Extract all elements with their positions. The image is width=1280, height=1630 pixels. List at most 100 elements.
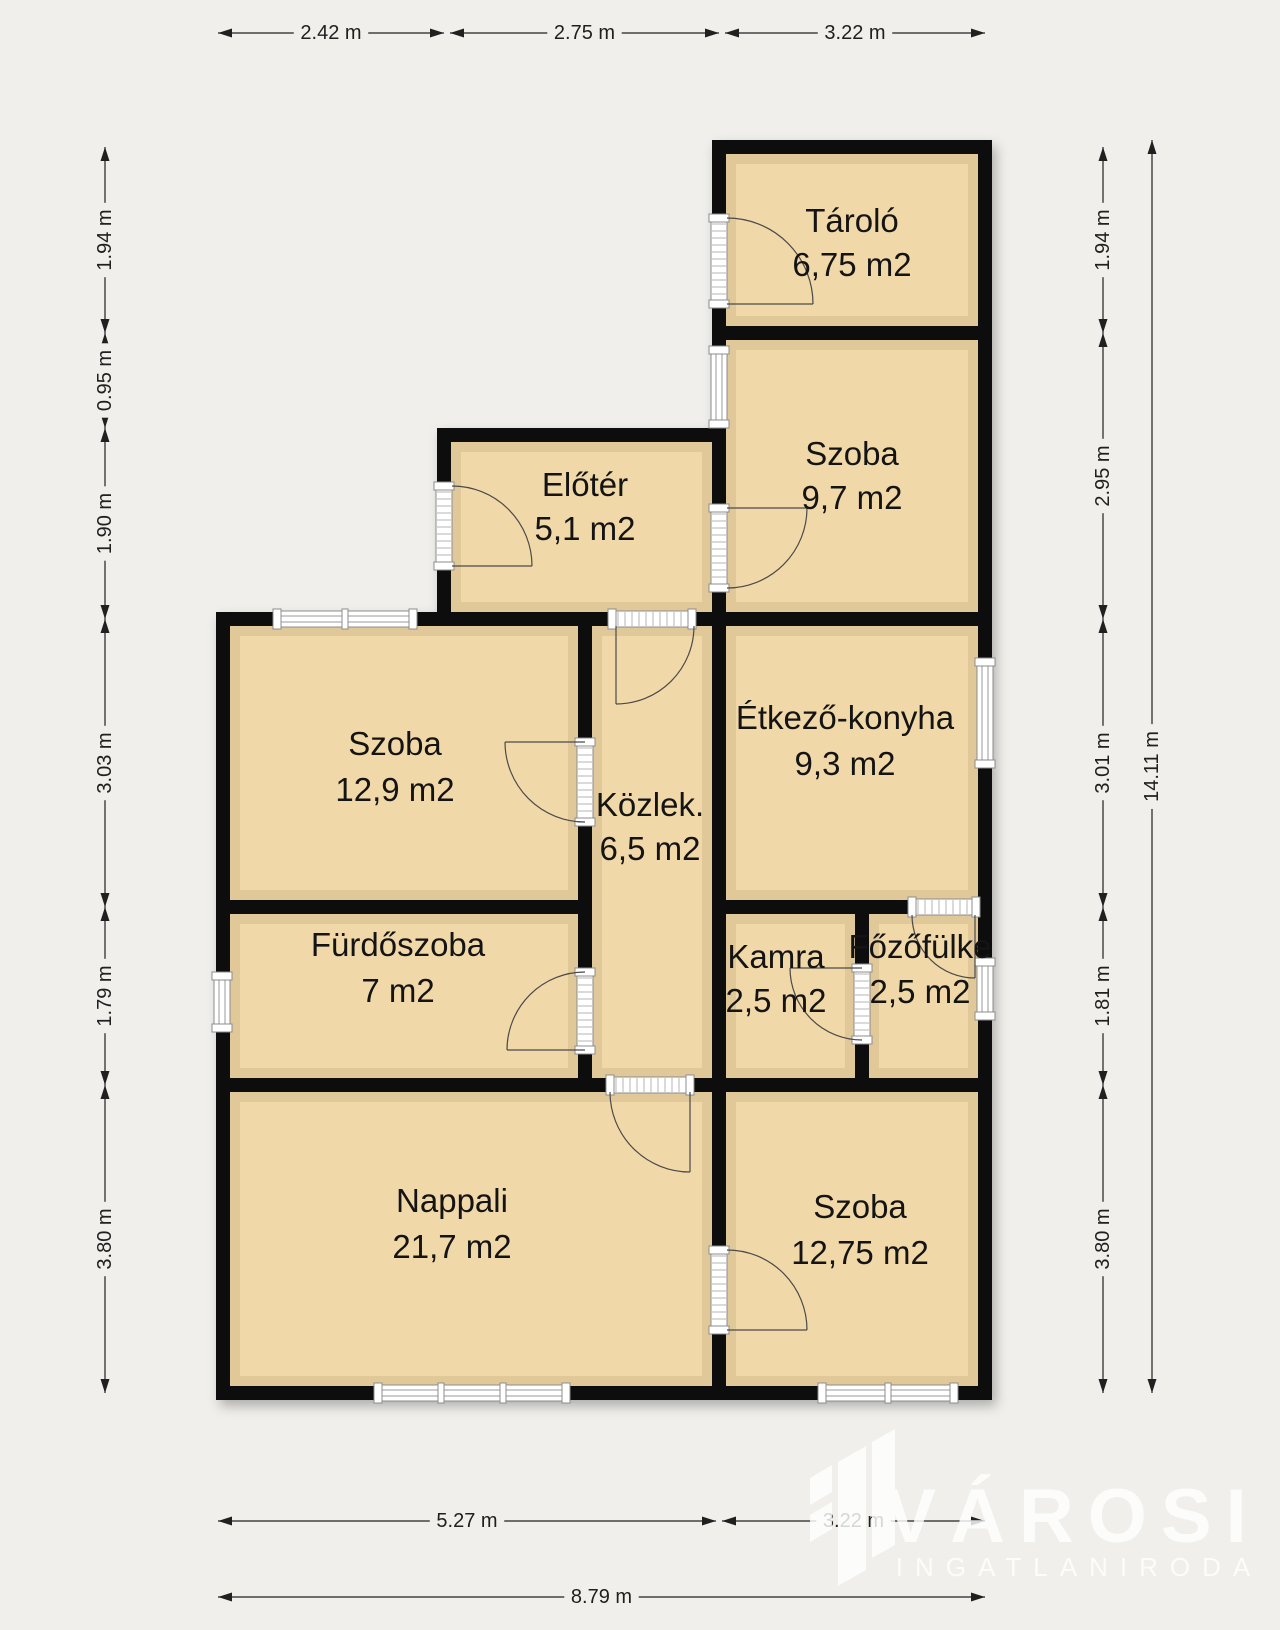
frame-cap: [708, 583, 730, 593]
dim-label-group: 3.03 m: [93, 725, 117, 801]
dim-arrowhead: [1098, 319, 1108, 333]
dim-arrowhead: [1098, 893, 1108, 907]
dim-label-group: 1.90 m: [93, 486, 117, 561]
room-name-nappali: Nappali: [396, 1182, 508, 1219]
szoba129-door-swing-arc: [504, 741, 586, 823]
frame-cap: [433, 481, 455, 491]
dim-arrowhead: [100, 907, 110, 921]
frame-cap: [708, 213, 730, 223]
frame-cap: [687, 608, 697, 630]
frame-cap: [949, 1382, 959, 1404]
room-floor-szoba-12-9: [230, 626, 578, 900]
room-area-furdoszoba: 7 m2: [361, 972, 434, 1009]
fozofulke-door-swing-arc: [911, 914, 976, 979]
nappali-window: [377, 1384, 567, 1402]
dim-label-bg: [817, 21, 893, 45]
dim-arrowhead: [100, 428, 110, 442]
dim-label-group: 3.80 m: [1091, 1201, 1115, 1277]
dim-arrowhead: [1098, 1379, 1108, 1393]
room-floor-nappali: [230, 1092, 712, 1386]
dim-arrowhead: [100, 1071, 110, 1085]
room-name-tarolo: Tároló: [805, 202, 899, 239]
room-shade: [726, 1092, 978, 1386]
room-floor-szoba-12-75: [726, 1092, 978, 1386]
room-floor-tarolo: [726, 154, 978, 326]
frame-cap: [708, 503, 730, 513]
dim-label-bg: [1091, 958, 1115, 1034]
company-logo-icon: [810, 1429, 895, 1586]
dim-label: 2.42 m: [300, 22, 361, 44]
dim-label-bg: [293, 21, 369, 45]
dim-label-bg: [1140, 724, 1164, 809]
frame-cap: [708, 345, 730, 355]
nappali-door-leaf: [609, 1076, 691, 1094]
entry-door-swing-arc: [451, 485, 533, 567]
room-floor-furdoszoba: [230, 914, 578, 1078]
szoba129-door-leaf: [576, 741, 594, 823]
room-area-szoba-9-7: 9,7 m2: [802, 479, 903, 516]
doors-and-windows: [211, 213, 996, 1404]
dim-arrowhead: [971, 1592, 985, 1602]
room-area-kamra: 2,5 m2: [726, 982, 827, 1019]
dim-label: 14.11 m: [1141, 731, 1163, 802]
dim-arrowhead: [971, 1516, 985, 1526]
dim-arrowhead: [218, 1516, 232, 1526]
dim-arrowhead: [722, 1516, 736, 1526]
dim-label-group: 14.11 m: [1140, 724, 1164, 809]
dim-label-bg: [564, 1585, 639, 1609]
dim-arrowhead: [100, 147, 110, 161]
dim-arrowhead: [450, 28, 464, 38]
room-shade: [451, 442, 712, 612]
frame-cap: [272, 608, 282, 630]
room-shade: [726, 340, 978, 612]
dim-arrowhead: [100, 1379, 110, 1393]
room-area-nappali: 21,7 m2: [392, 1228, 511, 1265]
nappali-door-swing-arc: [609, 1091, 691, 1173]
room-floor-kamra: [726, 914, 855, 1078]
dim-label-bg: [93, 1201, 117, 1277]
room-name-furdoszoba: Fürdőszoba: [311, 926, 486, 963]
dim-arrowhead: [100, 893, 110, 907]
dim-arrowhead: [1098, 605, 1108, 619]
dim-label-bg: [93, 202, 117, 278]
dim-arrowhead: [100, 619, 110, 633]
szoba97-door-leaf: [710, 507, 728, 589]
room-area-szoba-12-9: 12,9 m2: [335, 771, 454, 808]
dim-arrowhead: [1098, 1085, 1108, 1099]
room-name-szoba-9-7: Szoba: [805, 435, 899, 472]
entry-door-leaf: [435, 485, 453, 567]
frame-cap: [971, 896, 981, 918]
room-shade: [230, 626, 578, 900]
dim-arrowhead: [705, 28, 719, 38]
room-area-etkezo: 9,3 m2: [795, 745, 896, 782]
room-floor-etkezo: [726, 626, 978, 900]
window-divider: [341, 608, 349, 630]
dim-label: 1.90 m: [94, 493, 116, 554]
dim-label-group: 2.95 m: [1091, 438, 1115, 514]
dim-label-group: 3.80 m: [93, 1201, 117, 1277]
room-shade: [726, 154, 978, 326]
etkezo-window: [976, 661, 994, 765]
dim-arrowhead: [702, 1516, 716, 1526]
fozofulke-door-leaf: [911, 898, 977, 916]
watermark-subtitle: INGATLANIRODA: [896, 1552, 1262, 1582]
szoba1275-door-swing-arc: [726, 1249, 808, 1331]
window-divider: [884, 1382, 892, 1404]
dim-arrowhead: [1098, 1071, 1108, 1085]
watermark-title: VÁROSI: [885, 1474, 1260, 1559]
dim-label: 2.75 m: [554, 22, 615, 44]
room-area-kozlek: 6,5 m2: [600, 830, 701, 867]
dim-label: 3.80 m: [1092, 1208, 1114, 1269]
dim-arrowhead: [971, 28, 985, 38]
room-floor-eloter: [451, 442, 712, 612]
frame-cap: [708, 299, 730, 309]
dim-label: 8.79 m: [571, 1586, 632, 1608]
frame-cap: [708, 1325, 730, 1335]
room-area-tarolo: 6,75 m2: [792, 246, 911, 283]
frame-cap: [974, 759, 996, 769]
room-labels: Tároló 6,75 m2 Szoba 9,7 m2 Előtér 5,1 m2 Szob…: [311, 202, 992, 1271]
dim-label: 0.95 m: [94, 350, 116, 411]
room-floor-szoba-9-7: [726, 340, 978, 612]
